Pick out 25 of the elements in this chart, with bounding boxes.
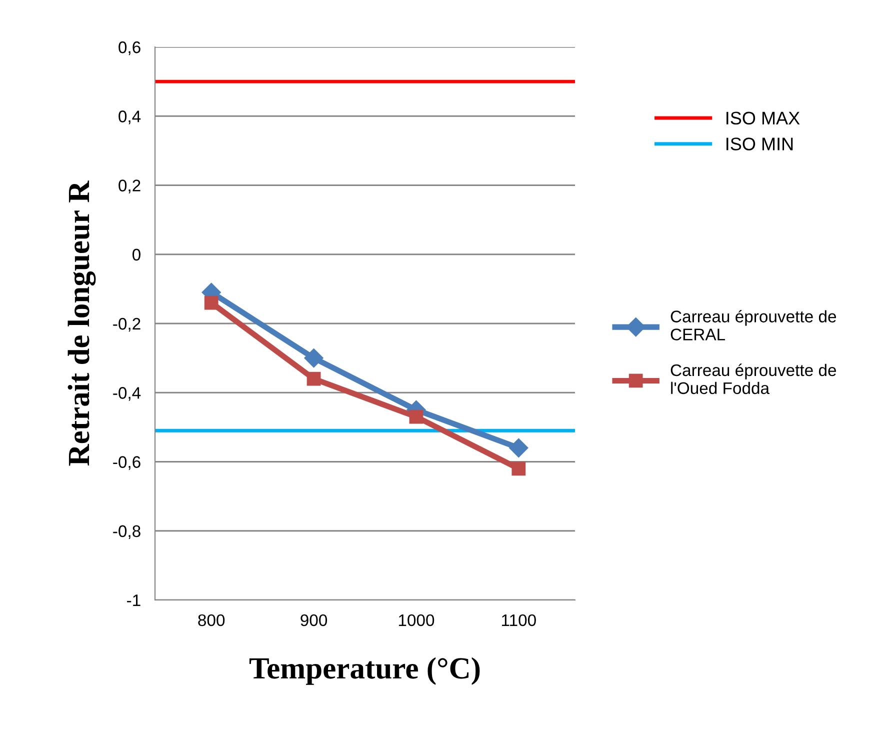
point [509, 438, 528, 458]
y-tick-label: 0,6 [118, 41, 140, 56]
y-tick-label: -0,6 [113, 456, 140, 470]
legend-label: Carreau éprouvette de l'Oued Fodda [670, 364, 836, 394]
x-axis-title: Temperature (°C) [249, 657, 480, 685]
point [304, 348, 324, 368]
legend-label: Carreau éprouvette de CERAL [670, 310, 836, 340]
x-tick-label: 800 [198, 614, 225, 626]
y-tick-label: 0,2 [118, 180, 140, 194]
y-tick-label: 0 [132, 248, 140, 261]
y-axis-title: Retrait de longueur R [68, 180, 96, 466]
y-tick-label: 0,4 [118, 110, 141, 124]
x-tick-label: 900 [300, 614, 328, 626]
y-tick-label: -0,4 [113, 387, 141, 401]
point [409, 410, 424, 424]
point [512, 462, 526, 476]
y-tick-label: -1 [127, 594, 140, 606]
point [204, 296, 218, 310]
legend-label: ISO MIN [726, 138, 793, 150]
point [306, 372, 321, 386]
y-tick-label: -0,8 [113, 525, 140, 540]
y-tick-label: -0,2 [113, 318, 140, 332]
x-tick-label: 1100 [502, 614, 536, 626]
x-tick-label: 1000 [398, 614, 434, 626]
legend-label: ISO MAX [726, 112, 800, 125]
